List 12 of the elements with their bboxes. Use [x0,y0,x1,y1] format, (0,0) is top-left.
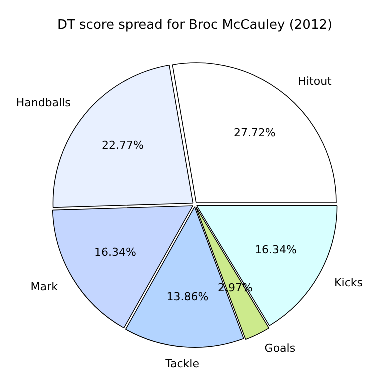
data-label: 16.34% [255,243,297,256]
data-label: 13.86% [166,290,209,304]
slice-label: Mark [30,280,59,294]
slice-label: Tackle [164,357,200,370]
slice-label: Handballs [16,96,72,110]
slice-label: Goals [264,342,296,355]
slice-label: Kicks [334,276,364,290]
data-label: 22.77% [102,138,144,152]
chart-title: DT score spread for Broc McCauley (2012) [57,18,333,34]
slice-label: Hitout [298,75,333,88]
data-label: 27.72% [234,126,276,140]
data-label: 16.34% [94,246,136,259]
